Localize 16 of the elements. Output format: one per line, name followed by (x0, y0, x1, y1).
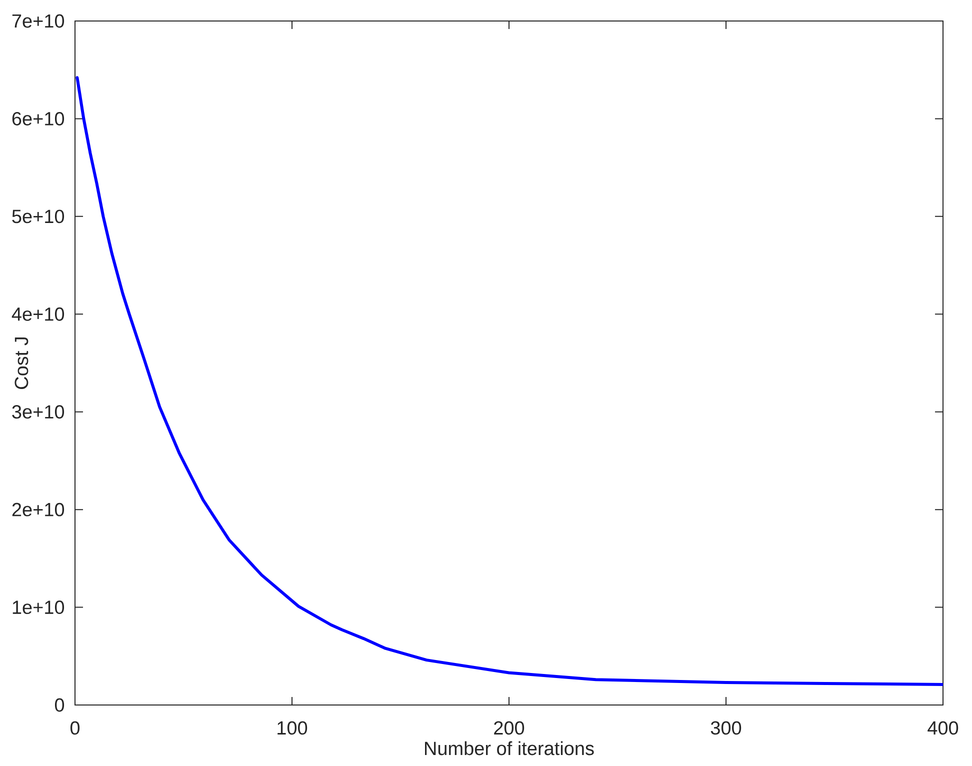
x-tick-label: 300 (710, 721, 742, 735)
x-tick-label: 200 (494, 721, 524, 735)
y-tick-label: 5e+10 (12, 210, 64, 224)
line-series (76, 76, 944, 686)
x-axis-title: Number of iterations (425, 741, 594, 756)
y-tick-label: 4e+10 (12, 307, 64, 321)
x-tick-label: 100 (278, 721, 308, 735)
y-tick-label: 2e+10 (12, 502, 64, 516)
y-tick-label: 1e+10 (12, 600, 64, 614)
x-tick-label: 0 (70, 721, 80, 735)
x-tick-label: 400 (928, 721, 958, 735)
y-tick-label: 7e+10 (12, 14, 64, 28)
y-tick-label: 3e+10 (12, 405, 64, 419)
y-tick-label: 0 (54, 698, 64, 712)
y-axis-title: Cost J (14, 338, 28, 389)
y-tick-label: 6e+10 (12, 112, 64, 126)
